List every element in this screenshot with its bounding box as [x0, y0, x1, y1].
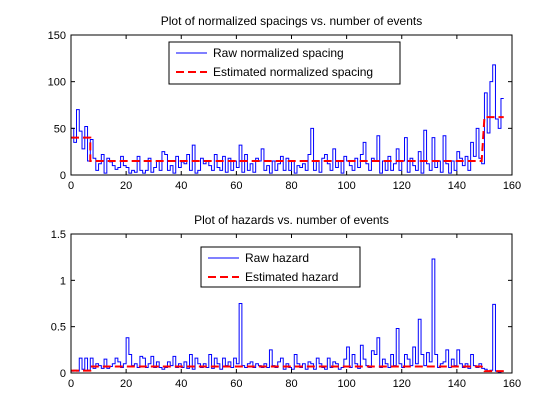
series-line-2: [71, 365, 504, 373]
legend-label-2: Estimated normalized spacing: [213, 65, 373, 79]
x-tick-label: 0: [68, 378, 74, 390]
x-tick-label: 160: [503, 180, 521, 192]
y-tick-label: 1: [60, 275, 66, 287]
x-tick-label: 20: [120, 378, 132, 390]
y-tick-label: 1.5: [51, 229, 66, 241]
y-tick-label: 0.5: [51, 322, 66, 334]
y-tick-label: 100: [48, 77, 66, 89]
x-tick-label: 60: [230, 378, 242, 390]
series-line-1: [71, 258, 504, 373]
chart-title: Plot of normalized spacings vs. number o…: [161, 14, 422, 28]
x-tick-label: 60: [230, 180, 242, 192]
x-tick-label: 100: [337, 180, 355, 192]
y-tick-label: 50: [54, 123, 66, 135]
series-group: [71, 64, 504, 174]
series-line-1: [71, 64, 504, 174]
x-tick-label: 120: [393, 180, 411, 192]
x-tick-label: 140: [448, 378, 466, 390]
x-tick-label: 40: [175, 180, 187, 192]
chart-panel-2: 0 20 40 60 80 100 120 140 160 0 0.5 1 1.5 Plot of haz…: [51, 213, 521, 390]
series-group: [71, 258, 504, 373]
x-tick-label: 80: [285, 180, 297, 192]
chart-title: Plot of hazards vs. number of events: [194, 213, 389, 227]
chart-panel-1: 0 20 40 60 80 100 120 140 160 0 50 100 150 Plot of no…: [48, 14, 522, 192]
x-tick-label: 0: [68, 180, 74, 192]
x-tick-label: 40: [175, 378, 187, 390]
legend: Raw normalized spacing Estimated normaliz…: [168, 41, 401, 85]
legend: Raw hazard Estimated hazard: [200, 246, 361, 288]
x-tick-label: 140: [448, 180, 466, 192]
x-tick-label: 80: [285, 378, 297, 390]
x-tick-label: 20: [120, 180, 132, 192]
legend-label-2: Estimated hazard: [245, 270, 338, 284]
x-tick-label: 160: [503, 378, 521, 390]
x-tick-label: 100: [337, 378, 355, 390]
legend-label-1: Raw hazard: [245, 251, 309, 265]
y-tick-label: 0: [60, 368, 66, 380]
legend-label-1: Raw normalized spacing: [213, 46, 344, 60]
legend-box: [168, 41, 401, 85]
x-tick-label: 120: [393, 378, 411, 390]
y-tick-label: 0: [60, 170, 66, 182]
y-tick-label: 150: [48, 30, 66, 42]
series-line-2: [71, 116, 504, 162]
legend-box: [200, 246, 361, 288]
